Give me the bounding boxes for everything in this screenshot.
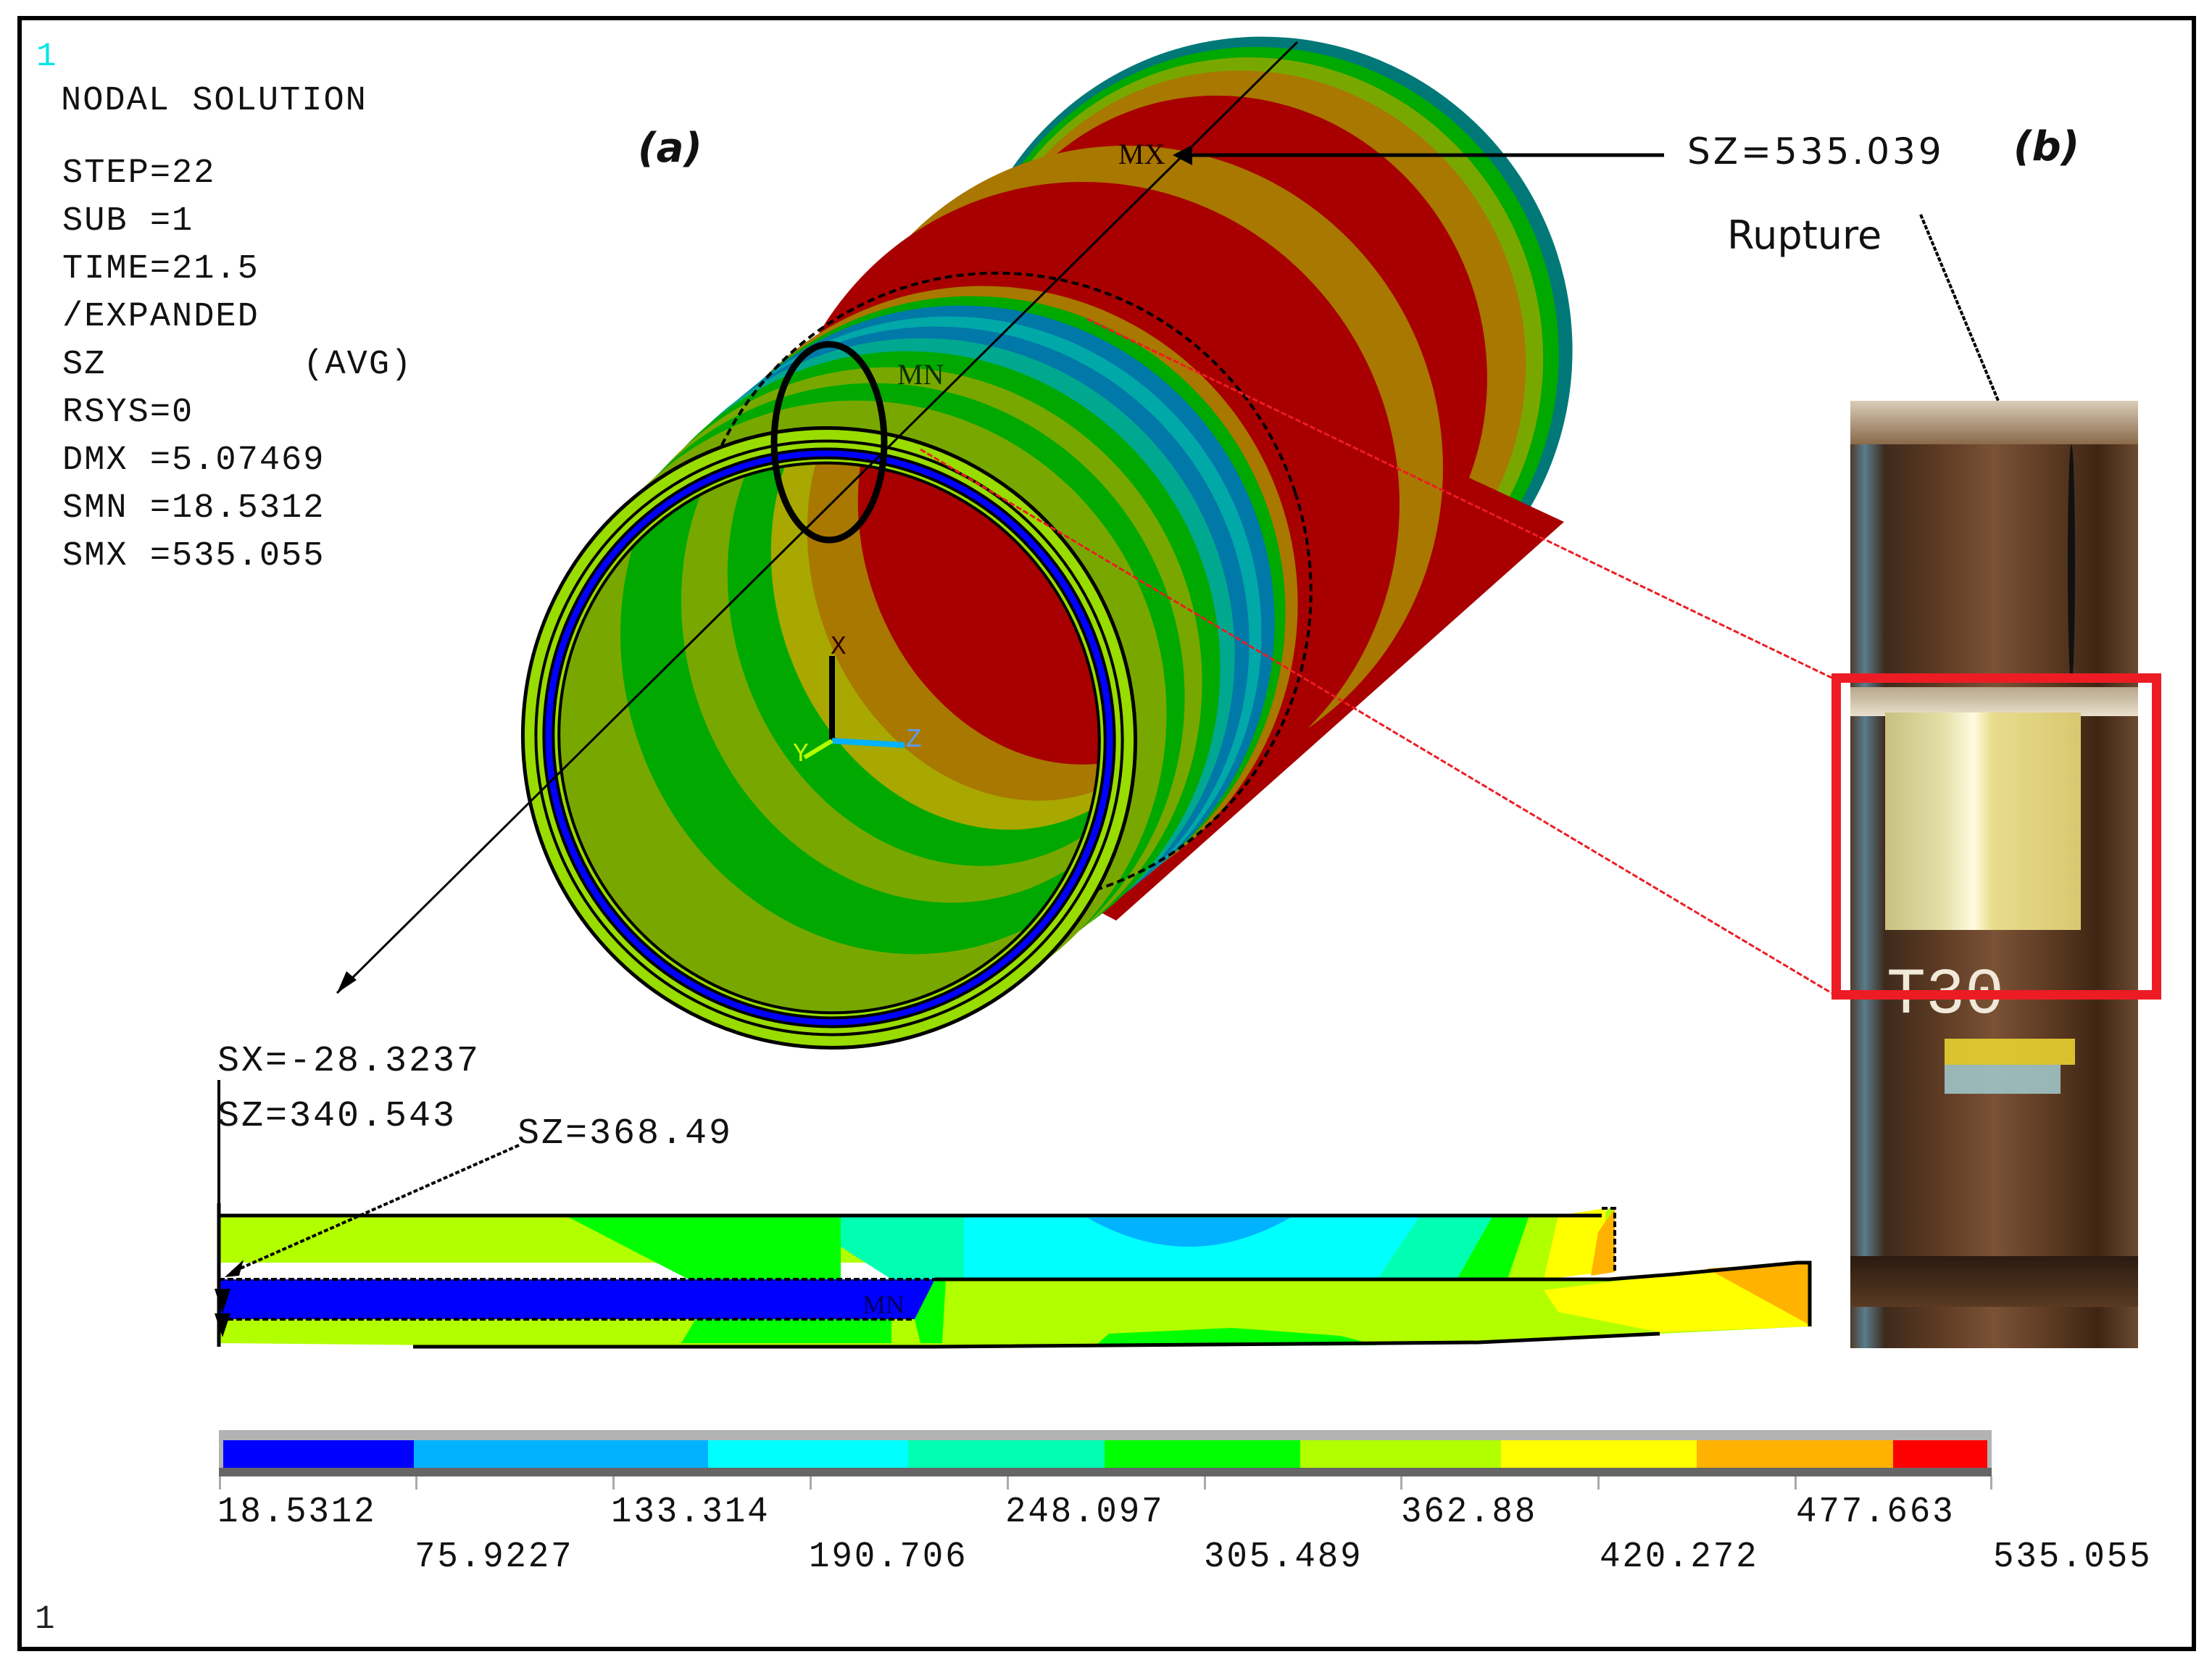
rupture-label: Rupture	[1727, 212, 1882, 258]
colorbar-tick	[612, 1476, 615, 1490]
info-line-smx: SMX =535.055	[62, 537, 325, 576]
colorbar-tick	[1204, 1476, 1206, 1490]
legend-label: 75.9227	[415, 1537, 574, 1578]
colorbar-tick	[1795, 1476, 1797, 1490]
arrow-left-icon	[1173, 145, 1192, 165]
colorbar-tick	[1990, 1476, 1992, 1490]
colorbar-segment	[1300, 1440, 1501, 1468]
info-line-sub: SUB =1	[62, 202, 194, 241]
info-line-rsys: RSYS=0	[62, 394, 194, 432]
sx-callout: SX=-28.3237	[217, 1041, 481, 1082]
colorbar-tick	[1597, 1476, 1600, 1490]
legend-label: 305.489	[1204, 1537, 1363, 1578]
colorbar-segment	[707, 1440, 908, 1468]
colorbar-segment	[1893, 1440, 1988, 1468]
panel-b-label: (b)	[2013, 123, 2080, 170]
path-arrow-icon	[337, 971, 357, 993]
legend-label: 190.706	[809, 1537, 968, 1578]
info-line-smn: SMN =18.5312	[62, 489, 325, 528]
rupture-crack	[2068, 444, 2075, 684]
colorbar-tick	[219, 1476, 221, 1490]
info-line-sz: SZ (AVG)	[62, 346, 413, 384]
sz-callout-1: SZ=340.543	[217, 1096, 457, 1137]
info-line-expanded: /EXPANDED	[62, 298, 259, 336]
legend-label: 18.5312	[217, 1492, 377, 1533]
legend-label: 477.663	[1796, 1492, 1955, 1533]
info-line-dmx: DMX =5.07469	[62, 441, 325, 480]
panel-a-label: (a)	[638, 125, 702, 172]
sz2-leader-line	[231, 1144, 520, 1274]
section-min-marker: MN	[862, 1290, 905, 1319]
colorbar-tick	[1400, 1476, 1402, 1490]
colorbar-segment	[1697, 1440, 1894, 1468]
axis-z-label: Z	[906, 725, 922, 755]
axis-triad	[803, 656, 905, 760]
info-line-step: STEP=22	[62, 154, 216, 193]
info-line-time: TIME=21.5	[62, 250, 259, 288]
zoom-highlight-box	[1831, 673, 2161, 1000]
max-callout: SZ=535.039	[1687, 130, 1945, 173]
section-strip	[215, 1203, 1812, 1349]
window-number-top: 1	[36, 38, 57, 75]
colorbar	[219, 1430, 1992, 1476]
legend-label: 362.88	[1401, 1492, 1538, 1533]
min-marker: MN	[897, 358, 944, 391]
colorbar-tick	[415, 1476, 417, 1490]
colorbar-tick	[810, 1476, 812, 1490]
colorbar-segment	[413, 1440, 708, 1468]
min-region-highlight	[770, 341, 888, 544]
axis-y-label: Y	[793, 739, 809, 769]
max-marker: MX	[1118, 138, 1165, 170]
connector-line-bottom	[920, 448, 1832, 994]
colorbar-segment	[907, 1440, 1105, 1468]
specimen-photo: T30	[1850, 401, 2138, 1348]
legend-label: 248.097	[1005, 1492, 1165, 1533]
colorbar-segment	[1500, 1440, 1697, 1468]
legend-label: 535.055	[1993, 1537, 2153, 1578]
arrow-icon	[225, 1260, 244, 1277]
window-number-bottom: 1	[35, 1600, 55, 1638]
info-title: NODAL SOLUTION	[61, 82, 367, 120]
colorbar-tick	[1007, 1476, 1009, 1490]
sz-callout-2: SZ=368.49	[517, 1113, 733, 1155]
axis-x-label: X	[831, 632, 847, 662]
path-line	[336, 41, 1299, 994]
connector-line-top	[1086, 317, 1832, 679]
legend-label: 420.272	[1600, 1537, 1759, 1578]
colorbar-segment	[223, 1440, 414, 1468]
colorbar-segment	[1104, 1440, 1301, 1468]
legend-label: 133.314	[611, 1492, 770, 1533]
